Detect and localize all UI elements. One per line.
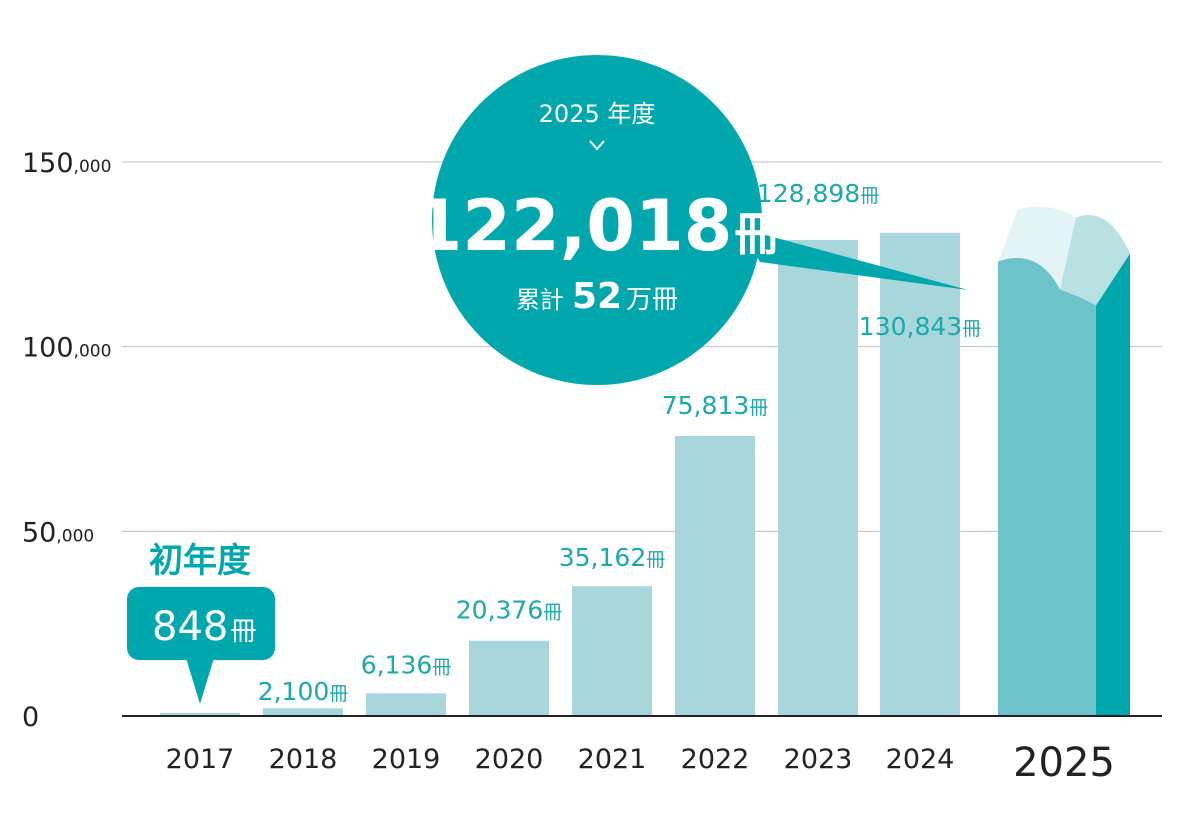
- bars: [160, 232, 960, 717]
- y-tick-suffix: ,000: [56, 526, 94, 546]
- value-unit: 冊: [432, 656, 451, 678]
- book-page-right: [1060, 214, 1130, 306]
- bar-2021: [572, 586, 652, 716]
- x-tick-label: 2023: [784, 744, 853, 775]
- value-label-2023: 128,898冊: [757, 179, 879, 208]
- y-tick-label: 150,000: [22, 148, 111, 179]
- first-year-heading: 初年度: [149, 541, 251, 581]
- value-unit: 冊: [329, 683, 348, 705]
- value-unit: 冊: [962, 318, 981, 340]
- value-label-2018: 2,100冊: [258, 677, 349, 706]
- value-number: 130,843: [859, 312, 962, 341]
- x-tick-label: 2024: [886, 744, 955, 775]
- y-tick-label: 0: [22, 702, 39, 733]
- value-number: 6,136: [361, 650, 433, 679]
- x-tick-label: 2021: [578, 744, 647, 775]
- value-number: 2,100: [258, 677, 330, 706]
- bar-2022: [675, 435, 755, 716]
- value-unit: 冊: [543, 602, 562, 624]
- callout-cumulative: 累計 52 万冊: [516, 276, 678, 317]
- y-tick-suffix: ,000: [74, 342, 112, 362]
- first-year-value-unit: 冊: [230, 617, 256, 647]
- callout-pointer: [740, 228, 968, 290]
- first-year-callout: 初年度 848冊: [127, 541, 275, 704]
- y-tick-main: 0: [22, 702, 39, 733]
- x-tick-label: 2020: [475, 744, 544, 775]
- value-labels: 2,100冊6,136冊20,376冊35,162冊75,813冊128,898…: [258, 179, 982, 706]
- value-label-2020: 20,376冊: [456, 596, 563, 625]
- current-year-callout: 2025 年度 122,018冊 累計 52 万冊: [414, 55, 968, 385]
- x-tick-label: 2018: [269, 744, 338, 775]
- y-tick-label: 100,000: [22, 333, 111, 364]
- callout-main-value: 122,018冊: [414, 185, 781, 267]
- bar-2018: [263, 708, 343, 716]
- y-tick-suffix: ,000: [74, 157, 112, 177]
- callout-main-number: 122,018: [414, 185, 733, 267]
- bar-2019: [366, 693, 446, 716]
- value-label-2022: 75,813冊: [662, 391, 769, 420]
- y-tick-main: 150: [22, 148, 74, 179]
- x-tick-label: 2017: [166, 744, 235, 775]
- x-tick-label: 2022: [681, 744, 750, 775]
- value-label-2019: 6,136冊: [361, 650, 452, 679]
- book-page-left: [998, 206, 1076, 290]
- value-unit: 冊: [749, 397, 768, 419]
- bar-2023: [778, 239, 858, 717]
- first-year-value: 848冊: [152, 604, 256, 650]
- y-tick-label: 50,000: [22, 517, 94, 548]
- callout-cumulative-number: 52: [572, 276, 622, 317]
- first-year-value-number: 848: [152, 604, 228, 650]
- x-tick-label: 2019: [372, 744, 441, 775]
- callout-circle: [432, 55, 762, 385]
- value-label-2024: 130,843冊: [859, 312, 981, 341]
- y-tick-main: 50: [22, 517, 56, 548]
- bar-2025: [998, 257, 1096, 716]
- value-number: 128,898: [757, 179, 860, 208]
- callout-cumulative-unit: 万冊: [626, 285, 678, 315]
- book-icon: [998, 206, 1130, 716]
- callout-year-label: 2025 年度: [539, 100, 656, 128]
- bar-2020: [469, 640, 549, 716]
- bar-2024: [880, 232, 960, 717]
- value-unit: 冊: [646, 549, 665, 571]
- first-year-badge: [127, 587, 275, 660]
- value-unit: 冊: [860, 185, 879, 207]
- callout-cumulative-label: 累計: [516, 286, 564, 314]
- value-label-2021: 35,162冊: [559, 543, 666, 572]
- book-spine: [1096, 253, 1130, 716]
- callout-main-unit: 冊: [734, 207, 780, 261]
- bar-2017: [160, 712, 240, 716]
- chevron-down-icon: [589, 140, 605, 151]
- value-number: 35,162: [559, 543, 646, 572]
- value-number: 20,376: [456, 596, 543, 625]
- x-axis-tick-labels: 2017 2018 2019 2020 2021 2022 2023 2024 2025: [166, 740, 1115, 786]
- value-number: 75,813: [662, 391, 749, 420]
- x-tick-label: 2025: [1013, 740, 1115, 786]
- y-tick-main: 100: [22, 333, 74, 364]
- first-year-badge-pointer: [186, 658, 214, 704]
